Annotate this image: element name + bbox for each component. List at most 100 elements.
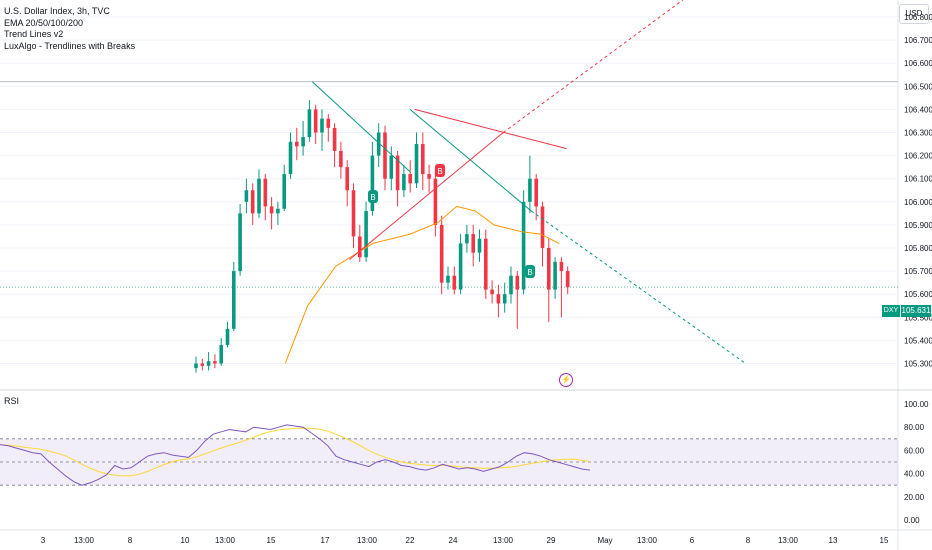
candle-body [414,144,419,184]
candle-body [232,271,236,329]
candle-body [376,132,381,156]
candle-body [502,294,507,304]
candle-body [364,211,368,258]
time-tick-label: 10 [181,536,190,545]
candle-body [351,190,356,237]
candle-body [250,190,255,214]
candle-body [320,118,324,133]
price-tick-label: 105.800 [904,244,932,253]
candle-body [521,201,526,290]
symbol-title[interactable]: U.S. Dollar Index, 3h, TVC [4,6,110,16]
price-tick-label: 106.600 [904,59,932,68]
time-tick-label: 13 [829,536,838,545]
lightning-icon[interactable]: ⚡ [559,373,573,387]
candle-body [471,234,475,253]
candle-body [238,213,242,272]
rsi-line [0,424,591,486]
time-tick-label: 13:00 [493,536,514,545]
price-tick-label: 106.100 [904,175,932,184]
currency-button[interactable]: USD [899,4,929,24]
candle-body [433,178,438,225]
candle-body [534,178,538,207]
candle-body [307,109,312,138]
price-tick-label: 106.200 [904,152,932,161]
time-tick-label: 15 [267,536,276,545]
candle-body [339,150,343,168]
candle-body [402,174,406,191]
candle-body [213,361,217,364]
price-tick-label: 106.400 [904,105,932,114]
candle-body [194,363,198,369]
candle-body [370,155,375,212]
trendline [311,81,411,173]
trendlines-indicator-label[interactable]: Trend Lines v2 [4,29,64,39]
candle-body [288,141,293,175]
time-tick-label: 29 [547,536,556,545]
price-tick-label: 105.400 [904,336,932,345]
time-tick-label: May [597,536,612,545]
candle-body [326,118,331,128]
time-tick-label: 17 [321,536,330,545]
candle-body [439,224,444,283]
rsi-indicator-label[interactable]: RSI [4,396,20,406]
candle-body [263,178,268,207]
break-marker [525,265,535,278]
break-marker-label: B [527,268,532,277]
time-tick-label: 15 [880,536,889,545]
candle-body [332,127,337,151]
ema-indicator-label[interactable]: EMA 20/50/100/200 [4,17,84,28]
time-tick-label: 13:00 [637,536,658,545]
time-tick-label: 3 [41,536,46,545]
trendline [409,109,532,212]
candle-body [465,234,469,244]
time-tick-label: 13:00 [357,536,378,545]
rsi-band [0,438,898,486]
rsi-tick-label: 0.00 [904,516,920,525]
candle-body [206,361,211,366]
candle-body [515,275,520,290]
candle-body [540,206,545,248]
rsi-tick-label: 40.00 [904,470,925,479]
break-marker-label: B [370,193,375,202]
candle-body [282,174,286,209]
price-tick-label: 106.000 [904,198,932,207]
price-tick-label: 105.700 [904,267,932,276]
candle-body [358,236,362,258]
candle-body [313,109,318,133]
candle-body [276,208,280,214]
trendline [530,210,746,364]
candle-body [389,155,394,179]
price-tick-label: 105.900 [904,221,932,230]
candle-body [547,248,551,290]
candle-body [295,141,299,147]
rsi-tick-label: 60.00 [904,446,925,455]
trendline [349,132,504,260]
price-tick-label: 106.800 [904,13,932,22]
time-tick-label: 13:00 [778,536,799,545]
symbol-tag: DXY [882,305,900,317]
candle-body [383,132,387,179]
candle-body [244,190,249,202]
candle-body [559,261,564,272]
time-tick-label: 6 [690,536,695,545]
break-marker-label: B [437,167,442,176]
candle-body [301,137,305,147]
luxalgo-indicator-label[interactable]: LuxAlgo - Trendlines with Breaks [4,40,136,51]
price-tick-label: 106.300 [904,129,932,138]
break-marker [368,190,378,203]
time-tick-label: 24 [449,536,458,545]
rsi-tick-label: 80.00 [904,423,925,432]
candle-body [345,167,349,191]
candle-body [408,174,412,184]
candle-body [509,275,513,295]
price-axis [898,0,932,550]
price-tick-label: 106.700 [904,36,932,45]
candle-body [553,261,557,290]
rsi-tick-label: 100.00 [904,400,929,409]
candle-body [496,294,501,304]
rsi-tick-label: 20.00 [904,493,925,502]
candle-body [219,345,223,364]
indicator-legend: U.S. Dollar Index, 3h, TVC EMA 20/50/100… [4,6,135,52]
rsi-ma-line [0,427,591,477]
